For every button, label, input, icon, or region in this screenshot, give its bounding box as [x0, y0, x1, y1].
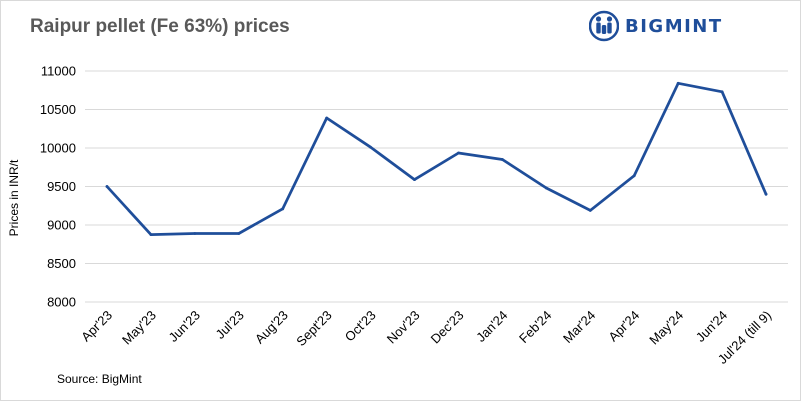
data-point — [193, 232, 197, 235]
data-point — [149, 233, 153, 237]
x-tick-label: May'23 — [119, 308, 159, 348]
source-note: Source: BigMint — [57, 372, 142, 386]
x-tick-label: Jul'23 — [213, 308, 247, 342]
data-point — [720, 90, 724, 94]
x-tick-label: Nov'23 — [384, 308, 423, 347]
data-point — [457, 151, 460, 155]
x-tick-label: Oct'23 — [342, 308, 379, 345]
x-tick-label: Sept'23 — [293, 308, 334, 349]
y-tick-label: 10500 — [40, 102, 76, 117]
y-tick-label: 9000 — [47, 218, 76, 233]
x-tick-label: Aug'23 — [252, 308, 291, 347]
x-tick-label: Jan'24 — [473, 308, 510, 345]
gridlines — [85, 70, 788, 303]
x-tick-label: Mar'24 — [560, 308, 598, 346]
data-point — [325, 116, 329, 120]
x-tick-label: Dec'23 — [428, 308, 467, 347]
x-tick-label: May'24 — [646, 308, 686, 348]
y-tick-label: 8500 — [47, 256, 76, 271]
y-tick-label: 8000 — [47, 295, 76, 310]
data-point — [413, 178, 416, 181]
x-tick-label: Jun'23 — [166, 308, 203, 345]
data-point — [764, 192, 768, 196]
x-tick-label: Jun'24 — [693, 308, 730, 345]
chart-title: Raipur pellet (Fe 63%) prices — [30, 16, 290, 37]
y-tick-labels: 8000 8500 9000 9500 10000 10500 11000 — [40, 64, 76, 310]
data-point — [369, 145, 372, 149]
series-lines — [105, 81, 768, 237]
y-tick-label: 11000 — [41, 64, 76, 79]
x-tick-label: Feb'24 — [516, 308, 554, 346]
x-tick-labels: Apr'23 May'23 Jun'23 Jul'23 Aug'23 Sept'23 Oct… — [78, 308, 774, 367]
y-tick-label: 10000 — [40, 141, 76, 156]
bigmint-people-icon — [589, 10, 619, 42]
data-point — [281, 207, 285, 211]
logo-text: BIGMINT — [625, 15, 723, 37]
data-point — [544, 186, 548, 190]
data-point — [632, 174, 636, 178]
data-point — [676, 81, 680, 85]
bigmint-logo: BIGMINT — [589, 8, 723, 44]
x-tick-label: Apr'23 — [78, 308, 115, 345]
data-point — [501, 158, 504, 161]
series-line — [105, 81, 768, 236]
data-point — [588, 208, 592, 212]
y-tick-label: 9500 — [47, 179, 76, 194]
data-point — [237, 232, 241, 235]
x-tick-label: Apr'24 — [605, 308, 642, 345]
data-point — [105, 185, 109, 188]
